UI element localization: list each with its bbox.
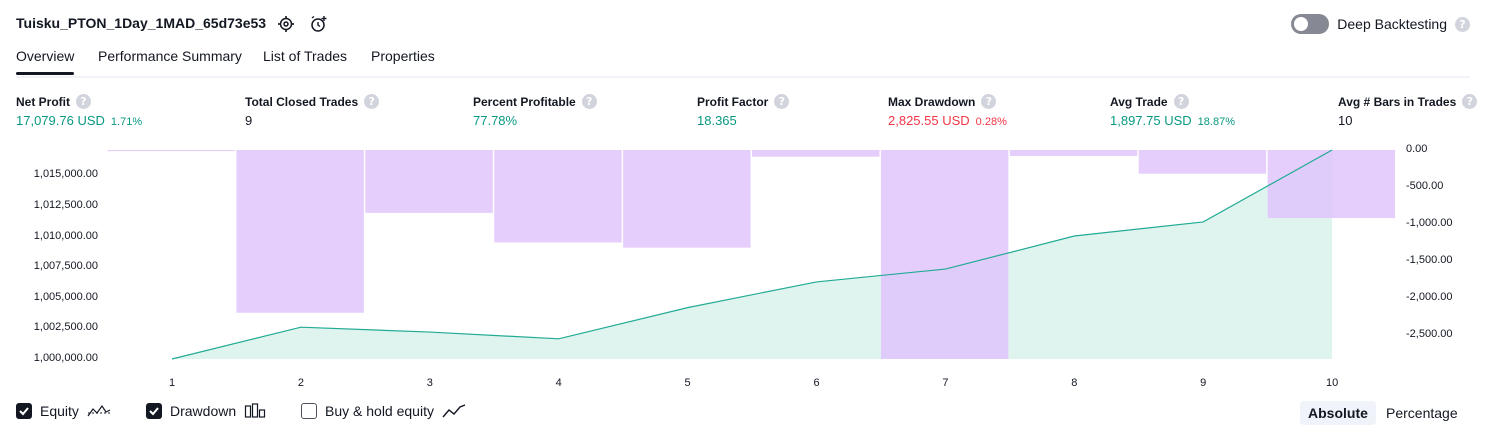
metric-value: 2,825.55 USD [888,113,970,128]
metric-value: 1,897.75 USD [1110,113,1192,128]
info-icon[interactable]: ? [76,94,91,109]
x-axis-tick-label: 6 [813,377,820,389]
tab-performance-summary[interactable]: Performance Summary [98,48,242,64]
equity-line-icon [87,404,111,417]
drawdown-bars-icon [245,403,266,418]
equity-toggle[interactable]: Equity [16,403,111,419]
metric-label: Avg # Bars in Trades [1338,94,1457,109]
drawdown-bar [107,150,235,152]
metric-value: 17,079.76 USD [16,113,105,128]
metric-value: 77.78% [473,113,518,128]
buy-hold-line-icon [442,404,466,418]
x-axis-tick-label: 5 [684,377,691,389]
buy-hold-checkbox[interactable] [301,403,317,419]
deep-backtesting-label: Deep Backtesting [1337,16,1447,32]
metric-value: 9 [245,113,253,128]
info-icon[interactable]: ? [1173,94,1189,109]
metric-label: Total Closed Trades [245,94,359,109]
info-icon[interactable]: ? [774,94,790,109]
metric-label: Avg Trade [1110,94,1168,109]
drawdown-bar [880,150,1009,359]
right-axis-tick-label: 0.00 [1406,143,1428,155]
info-icon[interactable]: ? [581,94,597,109]
metric-max-drawdown: Max Drawdown? 2,825.55 USD 0.28% [888,94,1007,128]
right-axis-tick-label: -500.00 [1406,179,1444,192]
drawdown-toggle[interactable]: Drawdown [146,403,266,419]
deep-backtesting-control: Deep Backtesting ? [1291,14,1470,34]
strategy-title: Tuisku_PTON_1Day_1MAD_65d73e53 [16,15,267,31]
x-axis-tick-label: 1 [168,377,176,389]
drawdown-bar [1138,150,1267,174]
x-axis-tick-label: 2 [297,377,304,389]
metric-label: Net Profit [16,94,70,109]
deep-backtesting-toggle[interactable] [1291,14,1330,34]
equity-checkbox[interactable] [16,403,32,419]
info-icon[interactable]: ? [981,94,997,109]
drawdown-bar [365,150,493,213]
right-axis-tick-label: -2,500.00 [1406,327,1453,340]
right-axis-tick-label: -1,500.00 [1406,253,1453,266]
left-axis-tick-label: 1,010,000.00 [33,229,98,242]
settings-gear-icon[interactable] [276,14,296,34]
drawdown-label: Drawdown [170,403,237,419]
metric-label: Profit Factor [697,94,769,109]
metric-percent: 1.71% [110,116,143,128]
x-axis-tick-label: 7 [942,377,949,389]
percentage-button[interactable]: Percentage [1386,405,1458,421]
x-axis-tick-label: 9 [1200,377,1207,389]
x-axis-tick-label: 10 [1325,377,1339,389]
drawdown-bar [752,150,880,157]
right-axis-tick-label: -1,000.00 [1406,216,1453,229]
x-axis-tick-label: 8 [1071,377,1078,389]
x-axis-tick-label: 3 [426,377,433,389]
metric-percent: 0.28% [975,116,1007,128]
equity-line [171,149,1333,360]
equity-label: Equity [40,403,79,419]
equity-area [172,150,1333,359]
tab-overview[interactable]: Overview [16,48,75,75]
metric-percent-profitable: Percent Profitable? 77.78% [473,94,597,128]
metric-avg-bars-in-trades: Avg # Bars in Trades? 10 [1338,94,1478,128]
metric-label: Max Drawdown [888,94,976,109]
left-axis-tick-label: 1,007,500.00 [33,260,98,273]
metric-value: 10 [1338,113,1353,128]
metric-net-profit: Net Profit? 17,079.76 USD 1.71% [16,94,142,128]
left-axis-tick-label: 1,005,000.00 [33,290,98,303]
help-icon[interactable]: ? [1455,16,1470,32]
drawdown-bar [623,150,751,248]
absolute-button[interactable]: Absolute [1300,401,1376,425]
report-tabs: Overview Performance Summary List of Tra… [16,48,1470,78]
left-axis-tick-label: 1,012,500.00 [33,199,98,212]
drawdown-bar [1009,150,1138,156]
left-axis-tick-label: 1,015,000.00 [33,168,98,181]
buy-hold-toggle[interactable]: Buy & hold equity [301,403,466,419]
info-icon[interactable]: ? [364,94,380,109]
drawdown-bar [1267,150,1396,219]
metric-profit-factor: Profit Factor? 18.365 [697,94,790,128]
buy-hold-label: Buy & hold equity [325,403,434,419]
toggle-knob [1294,17,1309,31]
add-alert-clock-icon[interactable] [309,14,329,34]
tab-properties[interactable]: Properties [371,48,435,64]
drawdown-bar [236,150,364,313]
metric-label: Percent Profitable [473,94,576,109]
left-axis-tick-label: 1,000,000.00 [33,352,98,364]
drawdown-checkbox[interactable] [146,403,162,419]
metric-avg-trade: Avg Trade? 1,897.75 USD 18.87% [1110,94,1235,128]
drawdown-bar [494,150,622,243]
x-axis-tick-label: 4 [555,377,562,389]
left-axis-tick-label: 1,002,500.00 [33,321,98,334]
metric-percent: 18.87% [1197,116,1235,128]
tab-list-of-trades[interactable]: List of Trades [263,48,348,64]
right-axis-tick-label: -2,000.00 [1406,290,1453,303]
metric-total-closed-trades: Total Closed Trades? 9 [245,94,380,128]
metric-value: 18.365 [697,113,737,128]
info-icon[interactable]: ? [1462,94,1478,109]
